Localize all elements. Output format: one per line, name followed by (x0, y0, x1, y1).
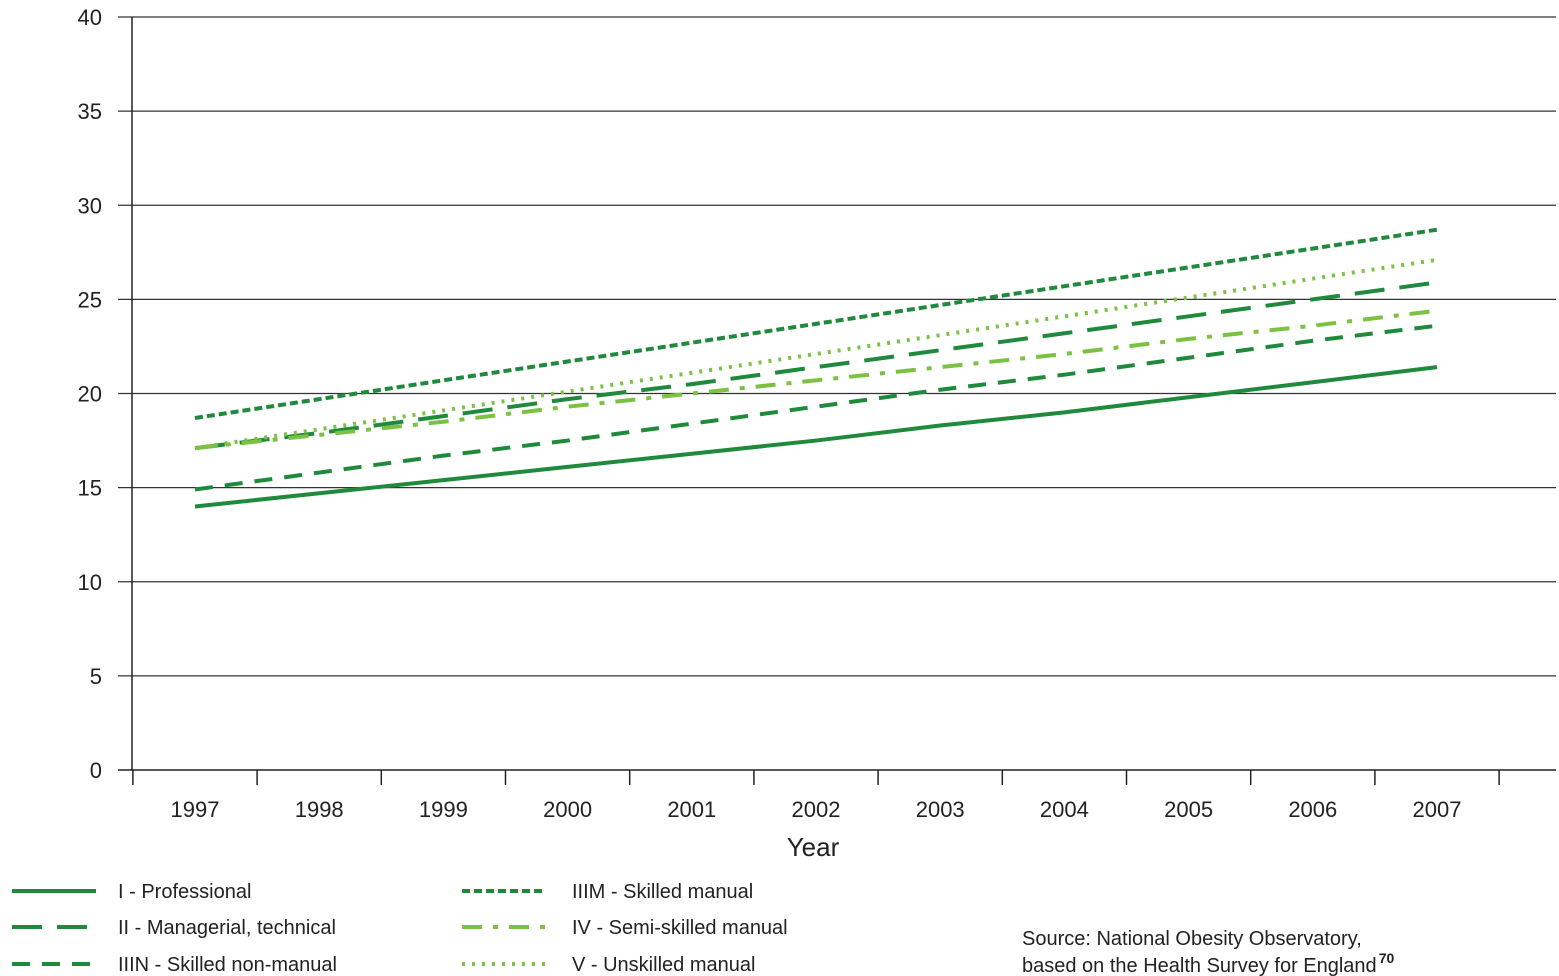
x-tick-label: 2006 (1288, 797, 1337, 822)
series-line-4 (194, 227, 1438, 420)
x-tick-label: 2002 (792, 797, 841, 822)
series-line-6 (194, 257, 1438, 451)
x-tick-label: 2007 (1413, 797, 1462, 822)
legend-label-2: II - Managerial, technical (118, 917, 336, 939)
x-tick-label: 2004 (1040, 797, 1089, 822)
y-tick-label: 40 (78, 5, 102, 30)
y-tick-label: 10 (78, 570, 102, 595)
y-tick-label: 5 (90, 664, 102, 689)
source-line-2: based on the Health Survey for England 70 (1022, 950, 1394, 976)
legend-label-5: IV - Semi-skilled manual (572, 917, 788, 939)
x-tick-label: 1998 (295, 797, 344, 822)
grid (118, 16, 1556, 677)
x-tick-label: 2001 (667, 797, 716, 822)
y-tick-label: 35 (78, 99, 102, 124)
x-tick-label: 2005 (1164, 797, 1213, 822)
series-line-2 (194, 280, 1438, 451)
legend-label-1: I - Professional (118, 881, 251, 903)
source-line-1: Source: National Obesity Observatory, (1022, 928, 1362, 950)
y-tick-label: 30 (78, 193, 102, 218)
y-tick-label: 0 (90, 758, 102, 783)
x-tick-label: 1997 (171, 797, 220, 822)
x-tick-label: 2003 (916, 797, 965, 822)
source-line-2-text: based on the Health Survey for England (1022, 955, 1377, 976)
y-tick-label: 25 (78, 287, 102, 312)
source-reference: 70 (1379, 950, 1395, 966)
x-axis-title: Year (787, 832, 840, 862)
source-note: Source: National Obesity Observatory, ba… (1022, 928, 1394, 976)
legend-label-3: IIIN - Skilled non-manual (118, 954, 337, 976)
x-tick-label: 2000 (543, 797, 592, 822)
x-tick-label: 1999 (419, 797, 468, 822)
legend-label-4: IIIM - Skilled manual (572, 881, 753, 903)
legend: I - Professional II - Managerial, technic… (12, 881, 788, 976)
y-tick-label: 15 (78, 476, 102, 501)
series-line-5 (194, 308, 1438, 451)
axes: 0 5 10 15 20 25 30 35 40 1997 1998 1999 2000 2001 2002… (78, 5, 1556, 822)
series-lines (194, 227, 1438, 509)
legend-label-6: V - Unskilled manual (572, 954, 755, 976)
series-line-3 (194, 323, 1438, 492)
y-tick-label: 20 (78, 382, 102, 407)
series-line-1 (194, 365, 1438, 509)
